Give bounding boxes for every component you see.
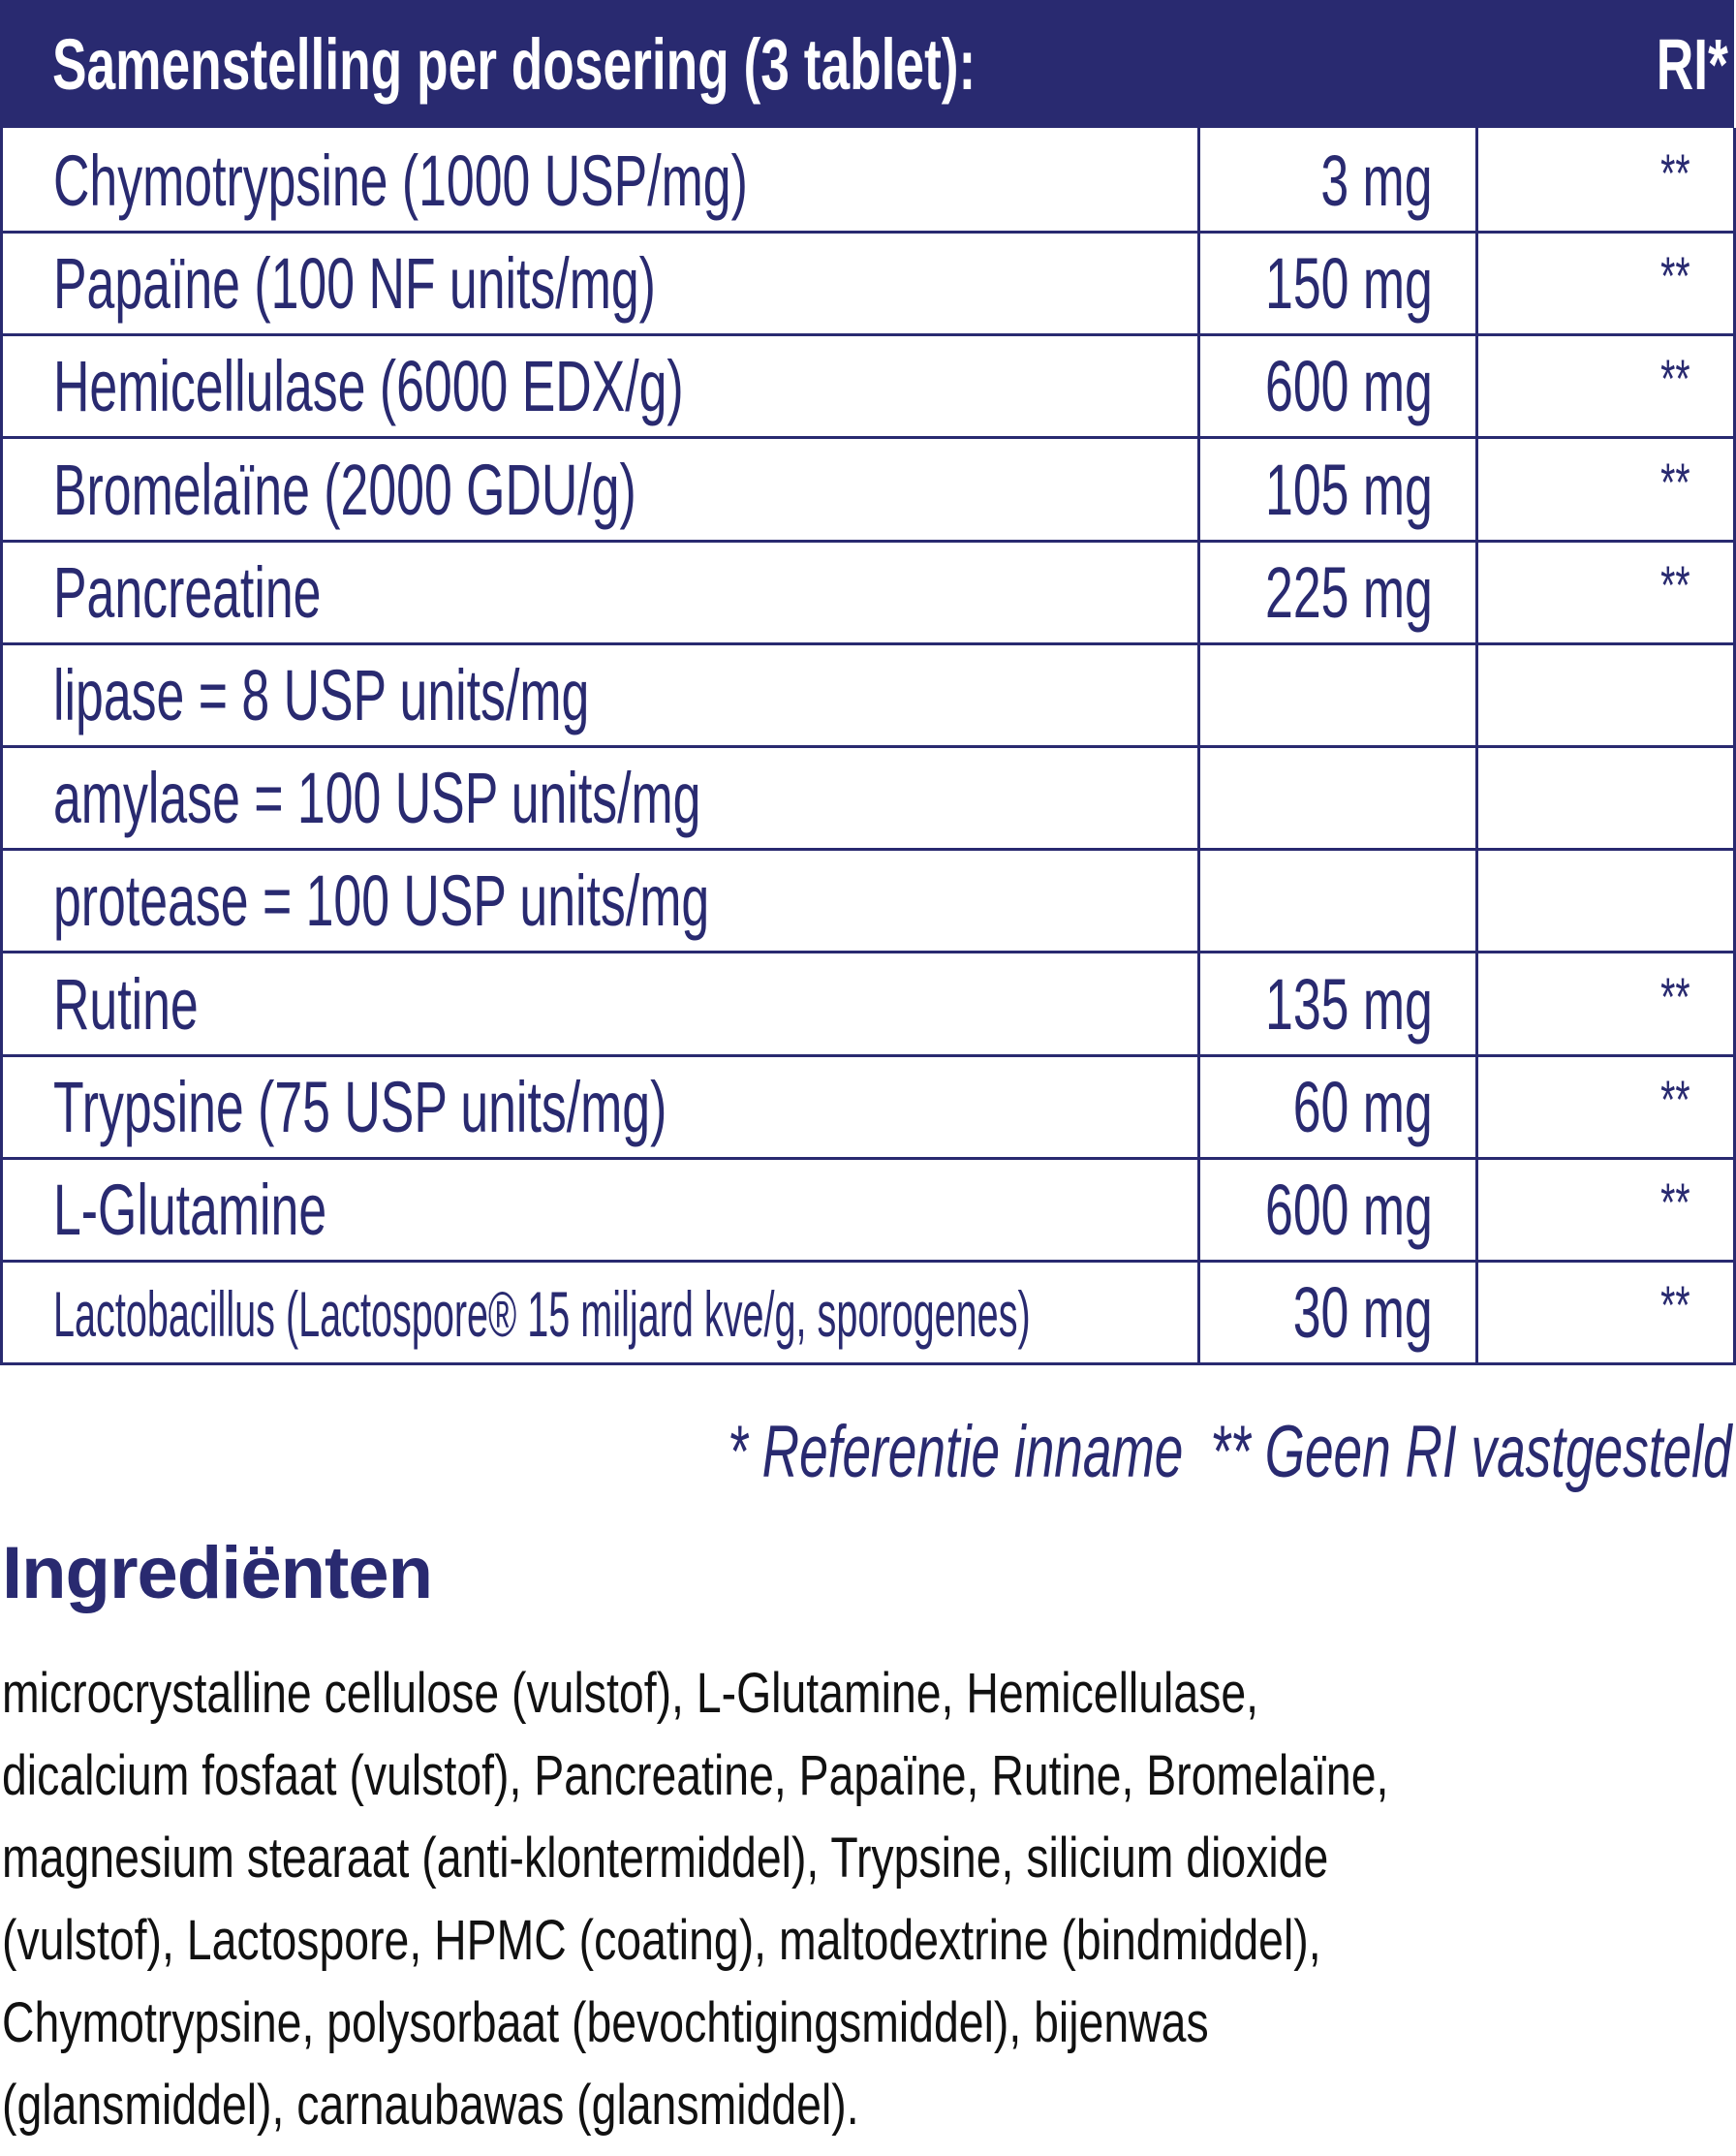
ingredient-name-cell: Chymotrypsine (1000 USP/mg): [3, 128, 1200, 231]
amount: 225 mg: [1265, 551, 1433, 633]
ri-value-cell: **: [1478, 231, 1733, 333]
amount: 150 mg: [1265, 243, 1433, 325]
amount-cell: 60 mg: [1200, 1053, 1478, 1157]
table-row: Bromelaïne (2000 GDU/g) 105 mg **: [0, 436, 1736, 543]
footnotes: * Referentie inname ** Geen RI vastgestel…: [728, 1410, 1732, 1494]
ri-value-cell: **: [1478, 1054, 1733, 1157]
ingredient-name-cell: Lactobacillus (Lactospore® 15 miljard kv…: [3, 1260, 1200, 1363]
ingredient-name-cell: Hemicellulase (6000 EDX/g): [3, 333, 1200, 437]
ingredient-name: amylase = 100 USP units/mg: [53, 758, 701, 839]
ri-value: **: [1660, 553, 1690, 615]
ingredients-text: microcrystalline cellulose (vulstof), L-…: [2, 1652, 1735, 2146]
amount-cell: 600 mg: [1200, 1157, 1478, 1260]
table-row: lipase = 8 USP units/mg: [0, 642, 1736, 748]
table-row: L-Glutamine 600 mg **: [0, 1157, 1736, 1263]
ingredient-name: Hemicellulase (6000 EDX/g): [53, 346, 684, 427]
ingredient-name-cell: protease = 100 USP units/mg: [3, 848, 1200, 952]
amount-cell: 600 mg: [1200, 333, 1478, 437]
amount: 135 mg: [1265, 963, 1433, 1045]
ri-value-cell: **: [1478, 437, 1733, 540]
ingredient-name-cell: lipase = 8 USP units/mg: [3, 642, 1200, 745]
ingredients-line: dicalcium fosfaat (vulstof), Pancreatine…: [2, 1744, 1389, 1807]
ingredients-line: Chymotrypsine, polysorbaat (bevochtiging…: [2, 1991, 1209, 2054]
ingredient-name-cell: amylase = 100 USP units/mg: [3, 745, 1200, 849]
table-row: Chymotrypsine (1000 USP/mg) 3 mg **: [0, 128, 1736, 234]
ingredients-line: microcrystalline cellulose (vulstof), L-…: [2, 1662, 1259, 1725]
amount-cell: 135 mg: [1200, 951, 1478, 1054]
ri-value-cell: **: [1478, 128, 1733, 231]
ingredient-name: Trypsine (75 USP units/mg): [53, 1066, 667, 1147]
amount-cell: 225 mg: [1200, 539, 1478, 642]
ri-value-cell: [1478, 642, 1733, 745]
ingredient-name: Lactobacillus (Lactospore® 15 miljard kv…: [53, 1278, 1031, 1351]
ingredients-line: magnesium stearaat (anti-klontermiddel),…: [2, 1827, 1329, 1890]
ri-column-header: RI*: [1656, 24, 1728, 105]
ingredient-name: lipase = 8 USP units/mg: [53, 655, 590, 735]
amount-cell: [1200, 642, 1478, 745]
ingredient-name: Pancreatine: [53, 551, 322, 633]
footnote-ri: * Referentie inname: [728, 1411, 1184, 1493]
ingredient-name: Chymotrypsine (1000 USP/mg): [53, 141, 748, 221]
table-header: Samenstelling per dosering (3 tablet): R…: [0, 0, 1734, 128]
table-row: Papaïne (100 NF units/mg) 150 mg **: [0, 231, 1736, 337]
amount: 60 mg: [1293, 1066, 1433, 1147]
ingredient-name: Rutine: [53, 963, 199, 1045]
ri-value-cell: **: [1478, 1157, 1733, 1260]
table-row: Pancreatine 225 mg **: [0, 539, 1736, 645]
table-title: Samenstelling per dosering (3 tablet):: [52, 24, 976, 105]
amount-cell: 3 mg: [1200, 128, 1478, 231]
ri-value: **: [1660, 348, 1690, 410]
amount: 105 mg: [1265, 449, 1433, 530]
ingredient-name: L-Glutamine: [53, 1170, 327, 1250]
ingredient-name-cell: Trypsine (75 USP units/mg): [3, 1053, 1200, 1157]
table-row: protease = 100 USP units/mg: [0, 848, 1736, 954]
ri-value: **: [1660, 451, 1690, 513]
ingredient-name: Bromelaïne (2000 GDU/g): [53, 449, 636, 530]
amount: 3 mg: [1320, 141, 1433, 221]
ingredients-line: (glansmiddel), carnaubawas (glansmiddel)…: [2, 2074, 859, 2137]
ingredient-name-cell: Papaïne (100 NF units/mg): [3, 231, 1200, 334]
ri-value-cell: **: [1478, 1260, 1733, 1362]
ri-value: **: [1660, 1274, 1690, 1336]
ingredient-name: protease = 100 USP units/mg: [53, 860, 710, 942]
amount-cell: [1200, 848, 1478, 952]
ri-value: **: [1660, 245, 1690, 307]
amount: 600 mg: [1265, 346, 1433, 427]
ingredient-name-cell: Rutine: [3, 951, 1200, 1054]
ri-value: **: [1660, 965, 1690, 1027]
amount-cell: 150 mg: [1200, 231, 1478, 334]
ingredients-line: (vulstof), Lactospore, HPMC (coating), m…: [2, 1909, 1321, 1972]
amount-cell: 105 mg: [1200, 436, 1478, 540]
ri-value: **: [1660, 1068, 1690, 1130]
ingredients-title: Ingrediënten: [2, 1532, 433, 1614]
amount: 600 mg: [1265, 1170, 1433, 1250]
ri-value-cell: **: [1478, 333, 1733, 436]
amount-cell: [1200, 745, 1478, 849]
ri-value: **: [1660, 142, 1690, 203]
ri-value-cell: [1478, 745, 1733, 848]
ri-value-cell: **: [1478, 540, 1733, 642]
ri-value-cell: [1478, 848, 1733, 951]
ri-value-cell: **: [1478, 952, 1733, 1054]
ri-value: **: [1660, 1172, 1690, 1233]
table-row: Trypsine (75 USP units/mg) 60 mg **: [0, 1053, 1736, 1160]
ingredient-name-cell: Pancreatine: [3, 539, 1200, 642]
footnote-no-ri: ** Geen RI vastgesteld: [1210, 1411, 1732, 1493]
ingredient-name-cell: L-Glutamine: [3, 1157, 1200, 1260]
table-row: Hemicellulase (6000 EDX/g) 600 mg **: [0, 333, 1736, 440]
table-row: Rutine 135 mg **: [0, 951, 1736, 1057]
table-row: Lactobacillus (Lactospore® 15 miljard kv…: [0, 1260, 1736, 1366]
ingredient-name: Papaïne (100 NF units/mg): [53, 243, 656, 325]
amount-cell: 30 mg: [1200, 1260, 1478, 1363]
ingredient-name-cell: Bromelaïne (2000 GDU/g): [3, 436, 1200, 540]
table-row: amylase = 100 USP units/mg: [0, 745, 1736, 852]
amount: 30 mg: [1293, 1272, 1433, 1354]
